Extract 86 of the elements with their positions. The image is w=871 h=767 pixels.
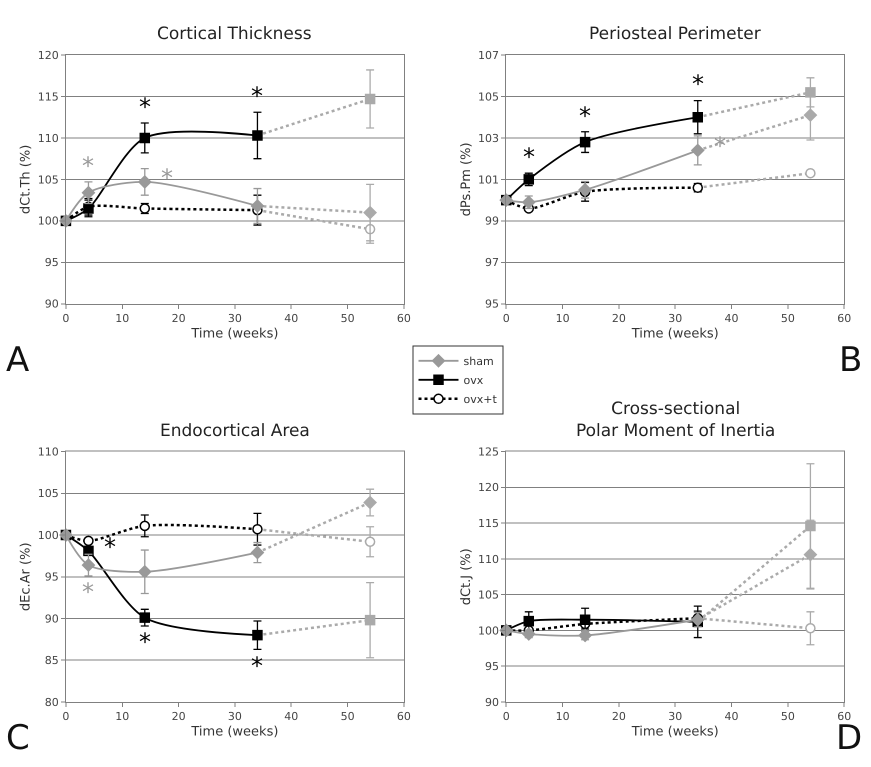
y-tick-label: 105 [38,173,59,186]
y-tick-label: 95 [485,660,500,674]
chart-title: Cross-sectional Polar Moment of Inertia [576,399,776,442]
annotation: * [104,533,116,561]
annotation: * [82,152,94,180]
x-tick-label: 10 [115,710,130,724]
y-tick-label: 105 [38,487,59,500]
y-tick-label: 90 [44,612,59,626]
chart-title: Periosteal Perimeter [589,24,761,44]
y-tick-label: 90 [44,298,59,311]
y-tick-label: 105 [478,90,500,104]
x-tick-label: 20 [612,312,626,326]
x-tick-label: 10 [115,312,130,326]
y-tick-label: 99 [485,214,500,228]
annotation: * [579,102,591,130]
y-tick-label: 90 [485,696,500,709]
annotation: * [139,93,151,121]
x-tick-label: 50 [340,710,355,724]
x-tick-label: 30 [668,312,682,326]
x-tick-label: 50 [780,710,795,724]
y-tick-label: 95 [485,298,500,311]
y-tick-label: 115 [38,90,59,104]
x-tick-label: 60 [837,710,852,724]
y-axis-title: dCt.Th (%) [18,144,34,214]
y-tick-label: 110 [38,132,59,145]
x-tick-label: 20 [612,710,626,724]
y-tick-label: 120 [478,481,500,494]
x-tick-label: 20 [172,312,186,326]
x-tick-label: 20 [172,710,186,724]
text: B [839,340,862,380]
y-axis-title: dCt.J (%) [458,548,474,606]
x-tick-label: 40 [284,710,298,724]
x-tick-label: 0 [502,312,510,326]
y-tick-label: 101 [478,173,500,186]
annotation: * [82,578,94,606]
x-tick-label: 30 [228,312,242,326]
y-axis-title: dEc.Ar (%) [18,542,34,612]
y-tick-label: 125 [478,445,500,458]
x-tick-label: 50 [780,312,795,326]
chart-title: Endocortical Area [160,421,310,441]
x-tick-label: 0 [62,312,70,326]
y-axis-title: dPs.Pm (%) [458,142,474,216]
annotation: * [139,628,151,656]
y-tick-label: 95 [44,570,59,584]
chart-title: Cortical Thickness [157,24,312,44]
y-tick-label: 97 [485,256,500,270]
y-tick-label: 103 [478,132,500,145]
annotation: * [251,82,263,110]
legend-label: ovx [464,374,484,388]
y-tick-label: 95 [44,256,59,270]
y-tick-label: 110 [478,552,500,566]
x-tick-label: 0 [62,710,70,724]
y-tick-label: 105 [478,588,500,602]
x-tick-label: 30 [228,710,242,724]
y-tick-label: 110 [38,445,59,458]
y-tick-label: 80 [44,696,59,709]
annotation: * [251,652,263,680]
annotation: * [523,143,535,171]
x-axis-title: Time (weeks) [630,724,719,740]
x-tick-label: 40 [724,312,739,326]
x-tick-label: 10 [556,312,570,326]
x-tick-label: 10 [556,710,570,724]
y-tick-label: 100 [478,624,500,638]
x-tick-label: 0 [502,710,510,724]
x-tick-label: 40 [284,312,298,326]
y-tick-label: 120 [38,48,59,62]
x-tick-label: 60 [837,312,852,326]
annotation: * [714,132,726,160]
x-tick-label: 40 [724,710,739,724]
x-tick-label: 50 [340,312,355,326]
y-tick-label: 107 [478,48,500,62]
legend-label: sham [464,355,494,368]
x-axis-title: Time (weeks) [190,724,278,740]
y-tick-label: 85 [44,654,59,668]
y-tick-label: 115 [478,516,500,530]
annotation: * [692,70,704,98]
x-tick-label: 60 [396,710,411,724]
x-tick-label: 60 [396,312,411,326]
x-tick-label: 30 [668,710,682,724]
y-tick-label: 100 [38,528,59,542]
x-axis-title: Time (weeks) [630,326,719,342]
legend-label: ovx+t [464,393,498,406]
text: C [6,718,30,758]
x-axis-title: Time (weeks) [190,326,278,342]
text: A [6,340,30,380]
y-tick-label: 100 [38,214,59,228]
